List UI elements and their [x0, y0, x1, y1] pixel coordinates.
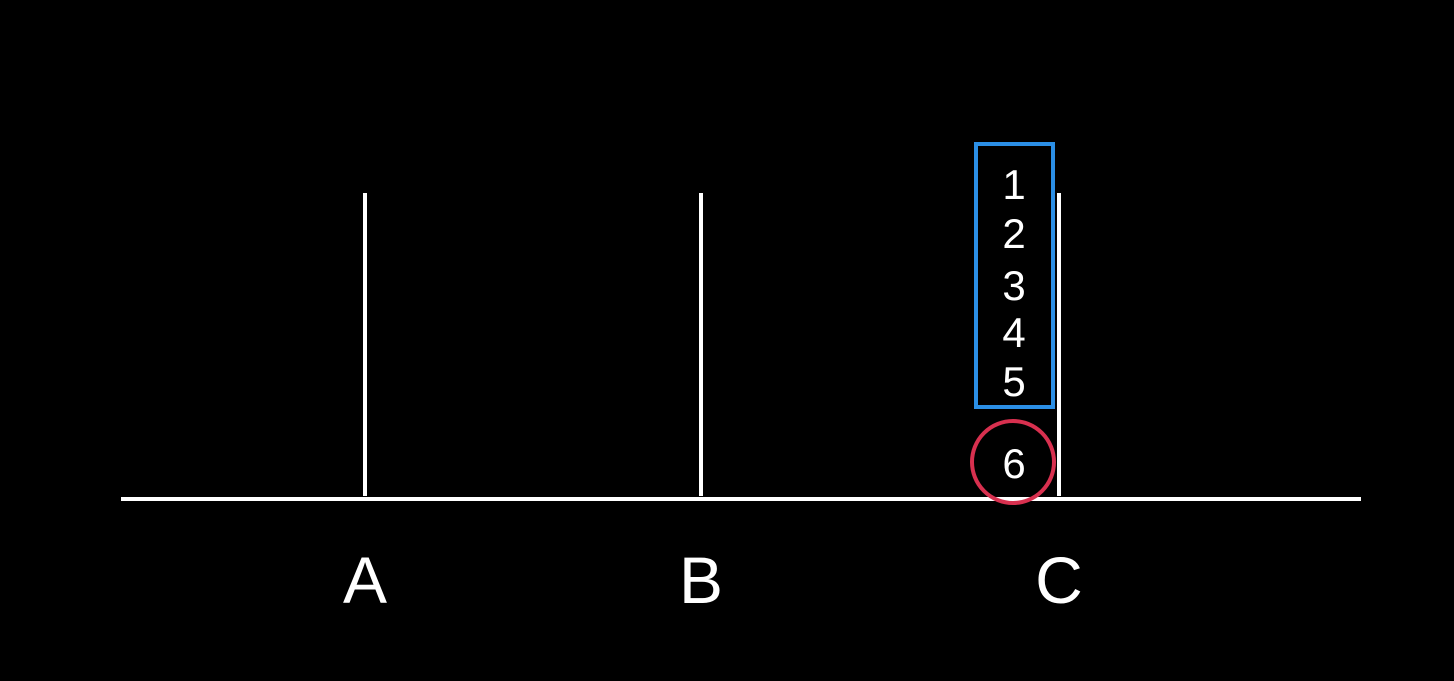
stack-box	[974, 142, 1055, 409]
stack-item-5: 5	[1002, 358, 1025, 405]
stack-item-1: 1	[1002, 161, 1025, 208]
stack-item-3: 3	[1002, 262, 1025, 309]
highlight-circle	[970, 419, 1056, 505]
stack-item-4: 4	[1002, 309, 1025, 356]
rod-label-a: A	[343, 543, 387, 617]
highlighted-item: 6	[1002, 440, 1025, 487]
stack-item-2: 2	[1002, 210, 1025, 257]
rod-label-c: C	[1035, 543, 1083, 617]
rod-label-b: B	[679, 543, 723, 617]
